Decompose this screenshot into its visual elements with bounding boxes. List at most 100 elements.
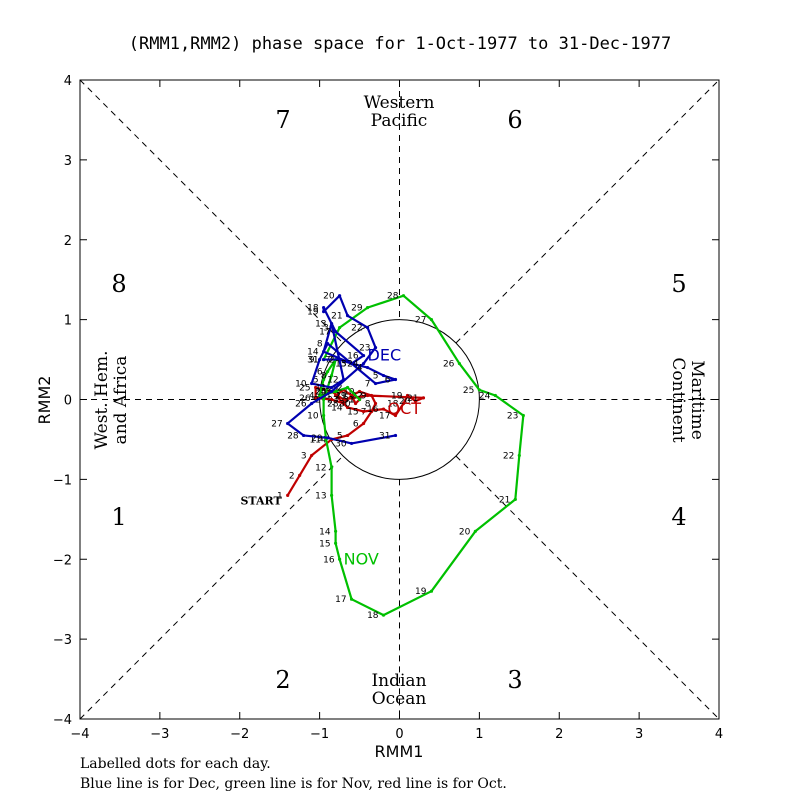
- day-label: 27: [271, 419, 282, 429]
- diagonal-guide: [79, 455, 344, 720]
- day-label: 3: [301, 451, 307, 461]
- day-dot: [330, 373, 334, 378]
- day-dot: [521, 413, 525, 418]
- day-dot: [310, 401, 314, 406]
- day-dot: [365, 393, 370, 398]
- day-label: 27: [415, 316, 426, 326]
- y-tick-label: −2: [53, 553, 72, 568]
- day-label: 6: [317, 368, 323, 378]
- chart-title: (RMM1,RMM2) phase space for 1-Oct-1977 t…: [129, 34, 671, 54]
- region-west-hem-line1: West. Hem.: [92, 351, 112, 450]
- y-axis-label: RMM2: [35, 376, 54, 425]
- day-label: 15: [319, 539, 330, 549]
- day-dot: [349, 441, 354, 446]
- day-dot: [361, 421, 366, 426]
- day-label: 8: [365, 399, 371, 409]
- day-dot: [286, 493, 290, 497]
- day-label: 10: [295, 380, 307, 390]
- day-label: 29: [311, 434, 323, 444]
- phase-label-2: 2: [275, 666, 290, 694]
- day-label: 29: [351, 304, 363, 314]
- day-label: 12: [315, 463, 326, 473]
- day-label: 18: [387, 399, 399, 409]
- day-dot: [349, 393, 354, 398]
- day-label: 19: [391, 392, 403, 402]
- day-dot: [330, 465, 334, 469]
- day-label: 27: [315, 396, 326, 406]
- day-label: 31: [379, 431, 390, 441]
- day-label: 30: [339, 399, 351, 409]
- region-western-pacific-line1: Western: [364, 93, 435, 113]
- day-dot: [493, 393, 497, 398]
- phase-guides: [79, 79, 720, 720]
- day-label: 17: [335, 595, 346, 605]
- day-label: 8: [317, 340, 323, 350]
- day-dot: [330, 397, 334, 402]
- day-dot: [429, 318, 434, 322]
- day-dot: [326, 341, 330, 346]
- day-label: 11: [335, 392, 346, 402]
- start-label: START: [240, 494, 282, 507]
- day-label: 13: [315, 491, 326, 501]
- day-label: 30: [335, 439, 347, 449]
- day-dot: [314, 396, 318, 400]
- day-label: 31: [343, 396, 354, 406]
- day-dot: [369, 409, 374, 414]
- day-dot: [322, 306, 326, 310]
- day-dot: [330, 322, 334, 326]
- day-dot: [334, 529, 338, 533]
- day-dot: [330, 389, 334, 394]
- day-label: 4: [309, 392, 315, 402]
- day-label: 23: [507, 411, 518, 421]
- day-dot: [345, 385, 350, 390]
- day-label: 26: [299, 394, 311, 404]
- day-label: 2: [337, 384, 343, 394]
- day-label: 16: [347, 352, 359, 362]
- y-tick-label: 4: [64, 74, 72, 89]
- day-dot: [298, 473, 302, 477]
- x-tick-label: −2: [230, 727, 249, 742]
- day-label: 31: [307, 356, 318, 366]
- day-dot: [334, 389, 338, 394]
- day-dot: [513, 497, 517, 501]
- day-label: 19: [307, 308, 319, 318]
- day-dot: [381, 373, 386, 378]
- day-label: 21: [407, 394, 418, 404]
- day-label: 3: [325, 388, 331, 398]
- day-dot: [341, 401, 346, 406]
- day-dot: [330, 493, 334, 497]
- day-label: 28: [327, 399, 339, 409]
- day-label: 10: [307, 411, 319, 421]
- day-dot: [401, 401, 406, 406]
- day-dot: [318, 357, 322, 362]
- day-label: 24: [347, 360, 359, 370]
- x-tick-label: 3: [635, 727, 643, 742]
- month-label-nov: NOV: [344, 549, 379, 568]
- phase-label-6: 6: [507, 106, 522, 134]
- y-tick-label: −1: [53, 473, 72, 488]
- series-nov: 1234567891011121314151617181920212223242…: [307, 292, 525, 621]
- day-dot: [361, 353, 366, 358]
- day-dot: [337, 326, 342, 330]
- day-dot: [337, 294, 342, 298]
- day-label: 23: [327, 396, 338, 406]
- day-label: 4: [357, 364, 363, 374]
- day-label: 1: [349, 396, 355, 406]
- month-label-oct: OCT: [388, 399, 422, 418]
- day-dot: [334, 330, 338, 334]
- day-dot: [373, 401, 378, 406]
- day-label: 3: [341, 360, 347, 370]
- footer-line1: Labelled dots for each day.: [80, 756, 271, 772]
- day-label: 6: [353, 419, 359, 429]
- region-indian-ocean-line1: Indian: [371, 671, 426, 691]
- day-dot: [429, 589, 434, 593]
- day-label: 22: [351, 324, 362, 334]
- day-dot: [357, 397, 362, 402]
- day-label: 15: [347, 407, 358, 417]
- day-dot: [349, 597, 354, 601]
- day-label: 9: [309, 356, 315, 366]
- day-label: 24: [479, 392, 491, 402]
- day-dot: [286, 421, 290, 426]
